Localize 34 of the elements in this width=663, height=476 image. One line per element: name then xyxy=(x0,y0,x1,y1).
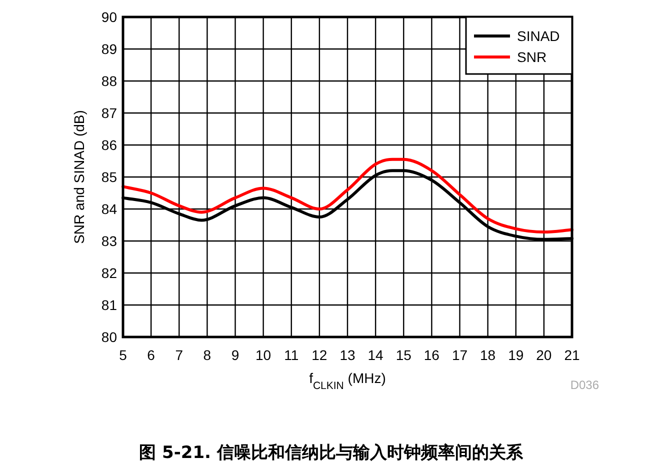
x-tick-label: 10 xyxy=(256,347,272,363)
y-axis-title: SNR and SINAD (dB) xyxy=(71,110,87,244)
y-tick-label: 80 xyxy=(101,329,118,345)
x-tick-label: 7 xyxy=(175,347,184,363)
x-tick-label: 21 xyxy=(564,347,580,363)
y-tick-label: 82 xyxy=(101,265,118,281)
legend-label: SNR xyxy=(517,49,547,65)
y-tick-label: 85 xyxy=(101,169,118,185)
y-tick-label: 90 xyxy=(101,9,118,25)
x-tick-label: 9 xyxy=(231,347,240,363)
x-tick-label: 8 xyxy=(203,347,212,363)
x-tick-label: 19 xyxy=(508,347,524,363)
y-tick-label: 84 xyxy=(101,201,118,217)
x-tick-label: 20 xyxy=(536,347,552,363)
y-tick-label: 86 xyxy=(101,137,118,153)
x-tick-label: 13 xyxy=(340,347,356,363)
text: D036 xyxy=(570,378,600,392)
y-tick-label: 89 xyxy=(101,41,118,57)
x-axis-title: f$_{CLKIN}$ (MHz) xyxy=(309,370,386,392)
y-tick-label: 88 xyxy=(101,73,118,89)
y-tick-label: 81 xyxy=(101,297,118,313)
y-tick-label: 83 xyxy=(101,233,118,249)
x-tick-label: 14 xyxy=(368,347,384,363)
x-tick-label: 18 xyxy=(480,347,496,363)
caption: 图 5-21. 信噪比和信纳比与输入时钟频率间的关系 xyxy=(139,443,524,463)
x-tick-label: 6 xyxy=(147,347,156,363)
legend-label: SINAD xyxy=(517,28,560,44)
x-tick-label: 17 xyxy=(452,347,468,363)
x-tick-label: 15 xyxy=(396,347,412,363)
x-tick-label: 16 xyxy=(424,347,440,363)
x-tick-label: 11 xyxy=(284,347,299,363)
x-tick-label: 12 xyxy=(312,347,328,363)
x-tick-label: 5 xyxy=(119,347,128,363)
y-tick-label: 87 xyxy=(101,105,118,121)
